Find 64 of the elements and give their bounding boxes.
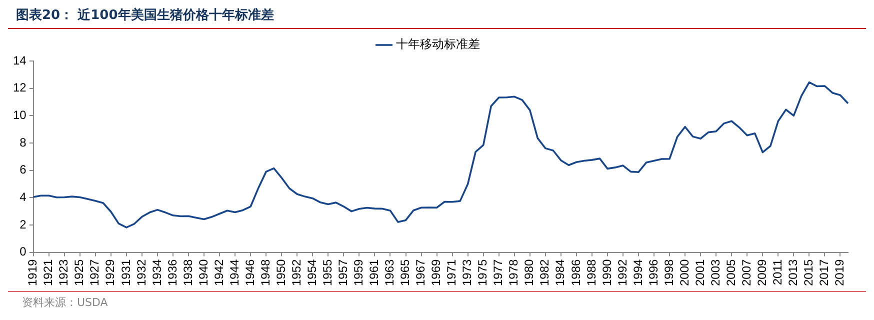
x-tick-label: 2003 bbox=[708, 258, 722, 286]
x-tick-label: 1973 bbox=[460, 258, 474, 286]
x-tick-label: 2000 bbox=[677, 258, 692, 286]
x-tick-label: 2011 bbox=[770, 258, 784, 286]
x-tick-label: 1984 bbox=[553, 258, 568, 286]
x-tick-label: 1986 bbox=[568, 258, 583, 286]
x-tick-label: 1934 bbox=[150, 258, 164, 286]
x-tick-label: 1955 bbox=[320, 258, 334, 286]
x-tick-label: 1977 bbox=[491, 258, 506, 286]
x-tick-label: 2005 bbox=[724, 258, 738, 286]
x-tick-label: 1980 bbox=[522, 258, 536, 286]
y-tick-label: 10 bbox=[12, 108, 27, 122]
x-tick-label: 2007 bbox=[739, 258, 754, 286]
y-tick-label: 12 bbox=[12, 80, 27, 95]
x-tick-label: 1963 bbox=[382, 258, 397, 286]
x-tick-label: 1965 bbox=[398, 258, 412, 286]
x-tick-label: 1925 bbox=[72, 258, 86, 286]
x-tick-label: 2013 bbox=[786, 258, 800, 286]
x-tick-label: 1971 bbox=[444, 258, 459, 286]
x-tick-label: 1927 bbox=[88, 258, 102, 286]
x-tick-label: 2017 bbox=[817, 258, 832, 286]
y-tick-label: 14 bbox=[12, 53, 27, 68]
x-tick-label: 2009 bbox=[754, 258, 769, 286]
x-tick-label: 1938 bbox=[180, 258, 195, 286]
x-tick-label: 1967 bbox=[414, 258, 428, 286]
x-tick-label: 1936 bbox=[165, 258, 180, 286]
x-tick-label: 1994 bbox=[630, 258, 645, 286]
x-tick-label: 1988 bbox=[584, 258, 598, 286]
x-tick-label: 1929 bbox=[103, 258, 118, 286]
x-tick-label: 2015 bbox=[802, 258, 816, 286]
x-tick-label: 1954 bbox=[304, 258, 319, 286]
x-tick-label: 1969 bbox=[429, 258, 444, 286]
x-tick-label: 1975 bbox=[476, 258, 490, 286]
x-tick-label: 1961 bbox=[367, 258, 382, 286]
x-tick-label: 1946 bbox=[242, 258, 257, 286]
x-tick-label: 1957 bbox=[336, 258, 350, 286]
x-tick-label: 1959 bbox=[352, 258, 366, 286]
x-tick-label: 1978 bbox=[506, 258, 521, 286]
x-tick-label: 1942 bbox=[212, 258, 226, 286]
y-tick-label: 0 bbox=[20, 244, 27, 259]
y-tick-label: 6 bbox=[20, 162, 27, 177]
y-tick-label: 2 bbox=[20, 217, 27, 232]
legend-label: 十年移动标准差 bbox=[396, 37, 480, 52]
x-tick-label: 1990 bbox=[600, 258, 614, 286]
x-tick-label: 1952 bbox=[289, 258, 304, 286]
x-tick-label: 1932 bbox=[134, 258, 148, 286]
x-tick-label: 1982 bbox=[538, 258, 552, 286]
x-tick-label: 1944 bbox=[227, 258, 242, 286]
y-tick-label: 8 bbox=[20, 135, 27, 150]
y-tick-label: 4 bbox=[20, 190, 27, 204]
x-tick-label: 1950 bbox=[274, 258, 288, 286]
x-tick-label: 1948 bbox=[258, 258, 272, 286]
x-tick-label: 1921 bbox=[41, 258, 56, 286]
text: 资料来源：USDA bbox=[8, 291, 866, 310]
chart-title: 图表20： 近100年美国生猪价格十年标准差 bbox=[8, 0, 866, 29]
x-tick-label: 2001 bbox=[692, 258, 707, 286]
x-tick-label: 1923 bbox=[56, 258, 71, 286]
x-tick-label: 1919 bbox=[26, 258, 40, 286]
x-tick-label: 1992 bbox=[615, 258, 630, 286]
x-tick-label: 1998 bbox=[662, 258, 676, 286]
x-tick-label: 1996 bbox=[646, 258, 660, 286]
x-tick-label: 2019 bbox=[832, 258, 847, 286]
x-tick-label: 1931 bbox=[118, 258, 133, 286]
x-tick-label: 1940 bbox=[196, 258, 210, 286]
